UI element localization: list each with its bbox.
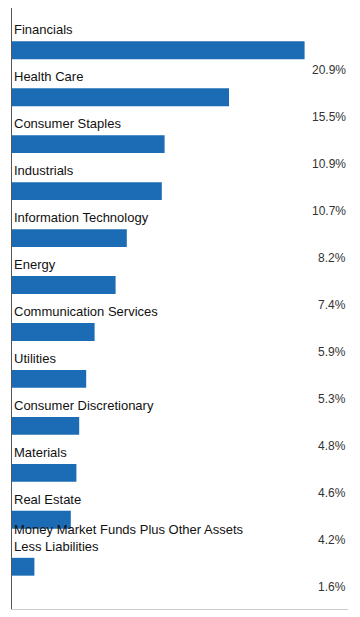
svg-text:Real Estate: Real Estate: [14, 492, 81, 507]
svg-text:5.9%: 5.9%: [318, 345, 346, 359]
svg-text:Consumer Staples: Consumer Staples: [14, 116, 121, 131]
svg-text:10.7%: 10.7%: [312, 204, 346, 218]
svg-text:20.9%: 20.9%: [312, 63, 346, 77]
svg-text:8.2%: 8.2%: [318, 251, 346, 265]
svg-text:Utilities: Utilities: [14, 351, 56, 366]
svg-text:Communication Services: Communication Services: [14, 304, 158, 319]
svg-text:10.9%: 10.9%: [312, 157, 346, 171]
svg-text:1.6%: 1.6%: [318, 580, 346, 594]
svg-text:4.6%: 4.6%: [318, 486, 346, 500]
svg-text:Consumer Discretionary: Consumer Discretionary: [14, 398, 154, 413]
svg-text:4.8%: 4.8%: [318, 439, 346, 453]
svg-text:4.2%: 4.2%: [318, 533, 346, 547]
svg-text:5.3%: 5.3%: [318, 392, 346, 406]
svg-text:Materials: Materials: [14, 445, 67, 460]
svg-text:7.4%: 7.4%: [318, 298, 346, 312]
svg-text:Energy: Energy: [14, 257, 56, 272]
svg-text:Industrials: Industrials: [14, 163, 74, 178]
svg-text:Information Technology: Information Technology: [14, 210, 149, 225]
svg-text:15.5%: 15.5%: [312, 110, 346, 124]
svg-text:Financials: Financials: [14, 22, 73, 37]
svg-text:Money Market Funds Plus Other: Money Market Funds Plus Other AssetsLess…: [14, 522, 244, 554]
svg-text:Health Care: Health Care: [14, 69, 83, 84]
